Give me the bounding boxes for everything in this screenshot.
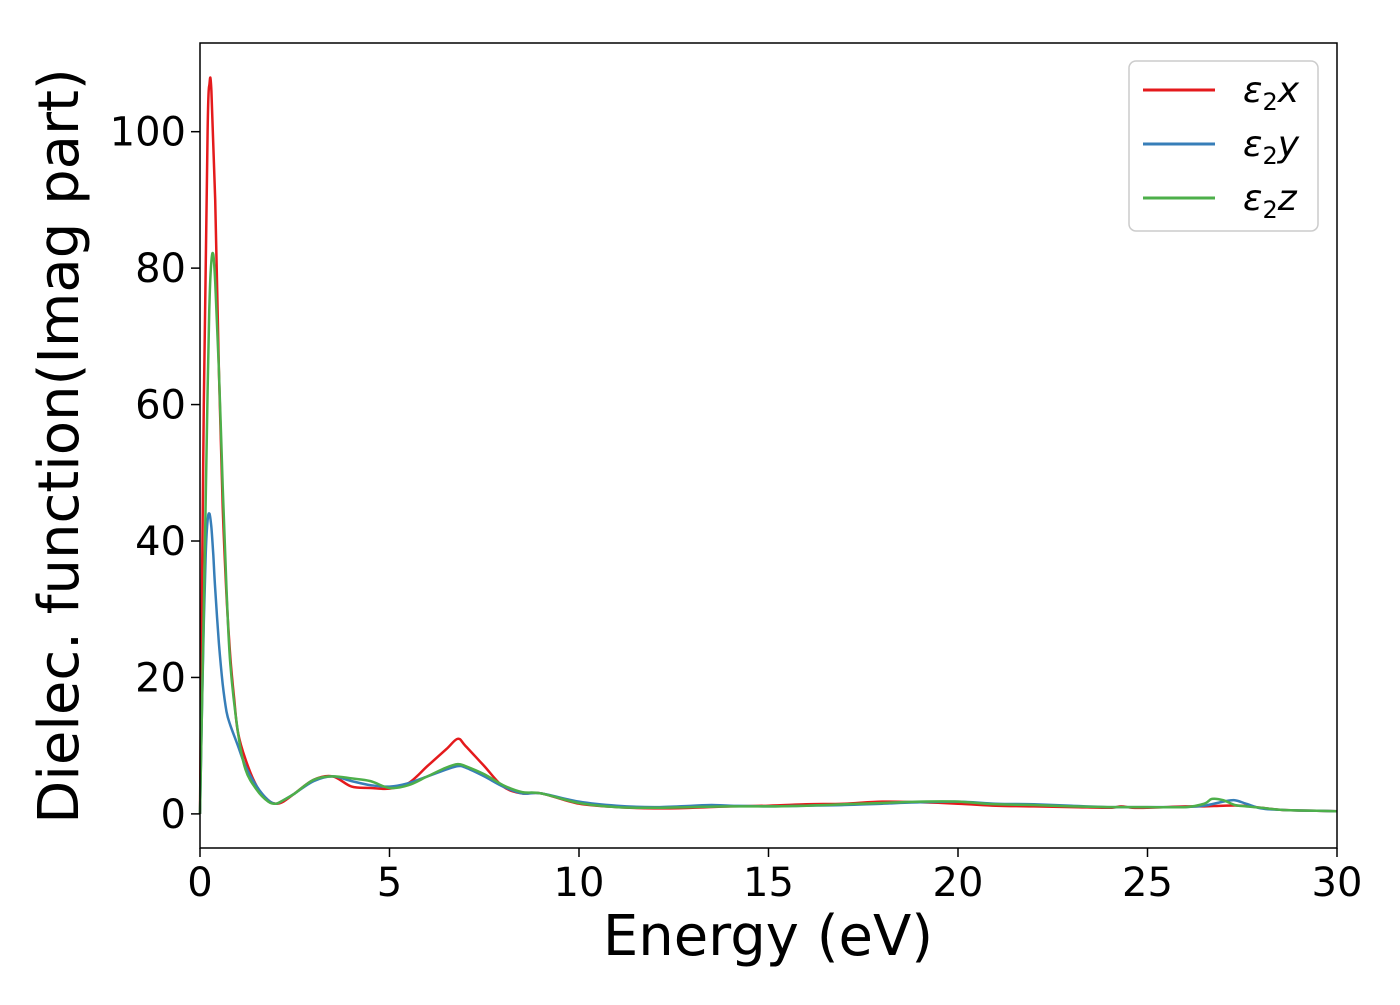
x-tick-label: 20	[933, 860, 984, 906]
x-tick-label: 15	[743, 860, 794, 906]
y-axis-ticks: 0 20 40 60 80 100	[110, 110, 200, 838]
y-tick-label: 100	[110, 110, 186, 156]
y-tick-label: 80	[135, 246, 186, 292]
legend-box	[1128, 60, 1319, 232]
y-tick-label: 40	[135, 519, 186, 565]
x-tick-label: 30	[1312, 860, 1363, 906]
x-axis-label: Energy (eV)	[603, 904, 933, 969]
x-tick-label: 25	[1122, 860, 1173, 906]
legend: ε2x ε2y ε2z	[1128, 60, 1319, 232]
y-tick-label: 0	[161, 792, 186, 838]
x-tick-label: 0	[187, 860, 212, 906]
y-axis-label: Dielec. function(Imag part)	[27, 68, 92, 824]
series-line-z	[198, 251, 1338, 814]
legend-label-x: ε2x	[1243, 70, 1300, 116]
series-layer	[198, 76, 1338, 814]
x-tick-label: 5	[377, 860, 402, 906]
x-tick-label: 10	[554, 860, 605, 906]
y-tick-label: 20	[135, 655, 186, 701]
y-tick-label: 60	[135, 383, 186, 429]
x-axis-ticks: 0 5 10 15 20 25 30	[187, 848, 1362, 906]
legend-label-y: ε2y	[1243, 124, 1300, 170]
legend-label-z: ε2z	[1243, 178, 1298, 224]
